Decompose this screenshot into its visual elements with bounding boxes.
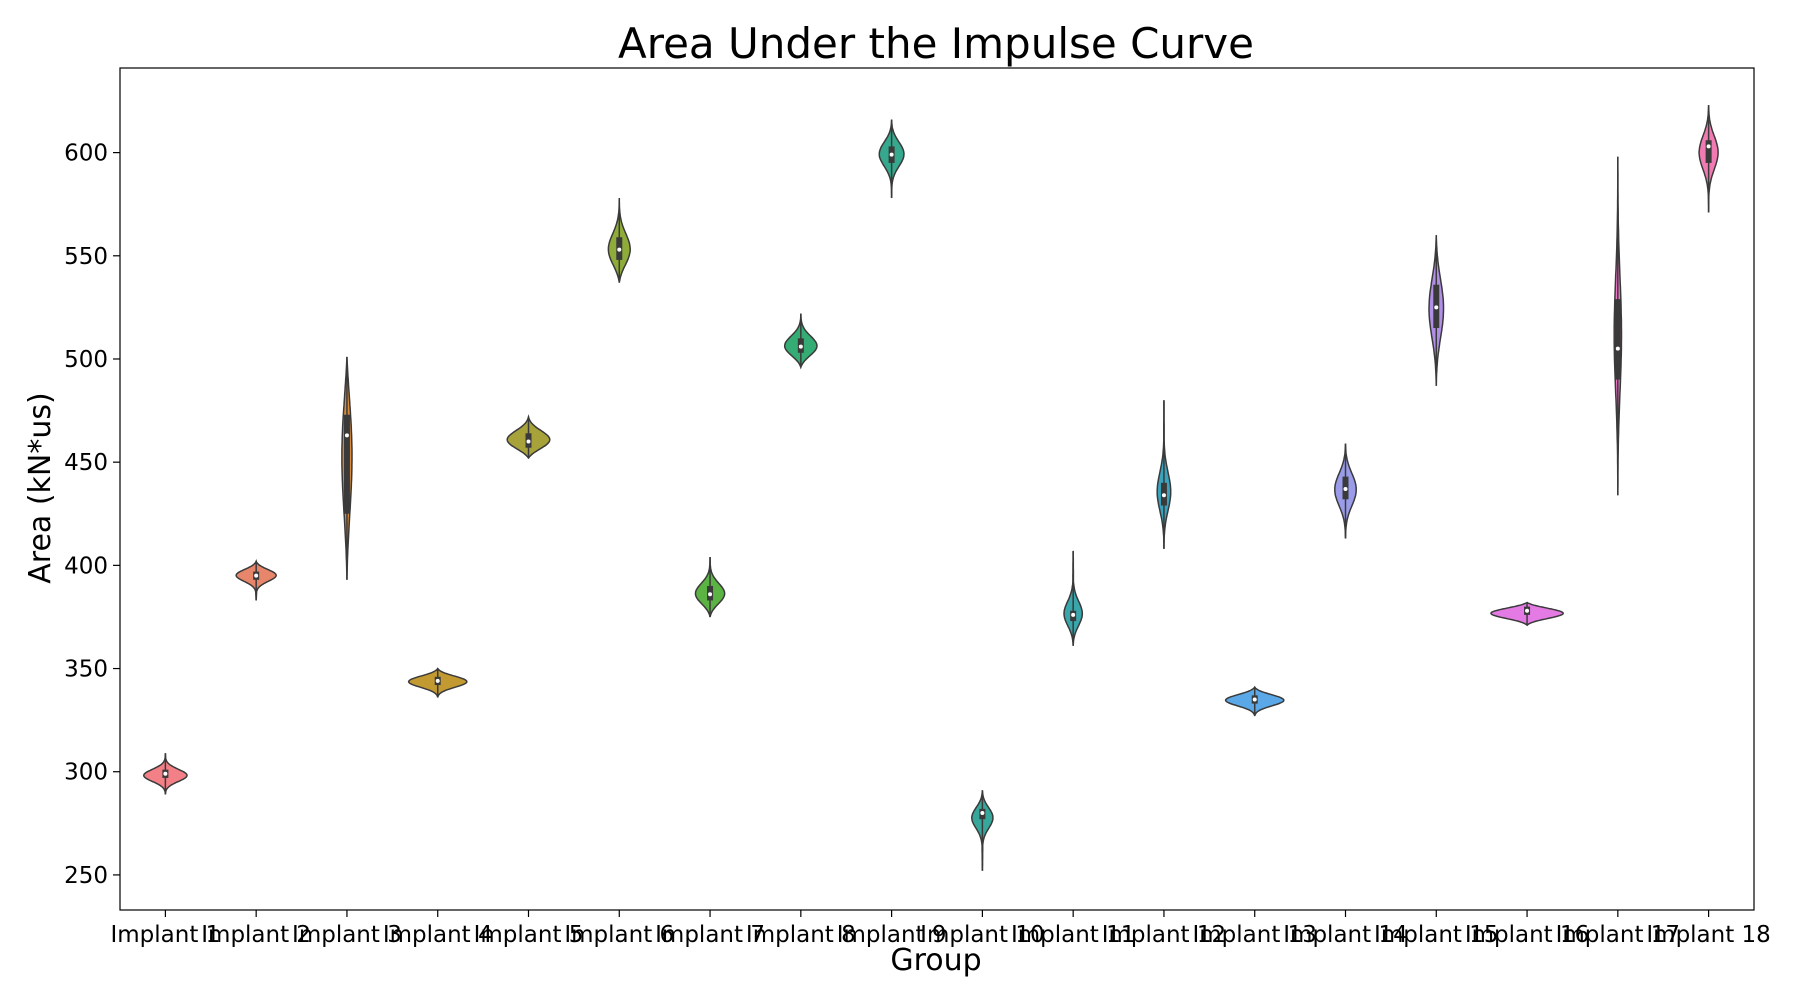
violin-iqr-box xyxy=(1614,299,1621,380)
violin-median-dot xyxy=(708,592,713,597)
y-tick-label: 300 xyxy=(64,760,108,786)
x-tick-label: Implant 3 xyxy=(292,922,402,948)
y-tick-label: 600 xyxy=(64,141,108,167)
violin-median-dot xyxy=(1525,608,1530,613)
x-tick-label: Implant 2 xyxy=(201,922,311,948)
violin-median-dot xyxy=(1161,493,1166,498)
violin-median-dot xyxy=(1615,346,1620,351)
violin-median-dot xyxy=(1071,612,1076,617)
x-tick-label: Implant 4 xyxy=(383,922,493,948)
y-tick-label: 550 xyxy=(64,244,108,270)
x-tick-label: Implant 6 xyxy=(564,922,674,948)
y-tick-label: 250 xyxy=(64,863,108,889)
plot-frame xyxy=(119,67,1755,911)
y-tick-label: 500 xyxy=(64,347,108,373)
y-tick-label: 350 xyxy=(64,657,108,683)
x-tick-label: Implant 17 xyxy=(1556,922,1680,948)
y-axis-label: Area (kN*us) xyxy=(23,392,58,583)
violin-median-dot xyxy=(254,573,259,578)
y-axis: 250 300 350 400 450 500 550 600 xyxy=(64,141,120,889)
x-axis-label: Group xyxy=(890,943,981,978)
violin-median-dot xyxy=(1252,697,1257,702)
x-tick-label: Implant 18 xyxy=(1646,922,1770,948)
x-tick-label: Implant 10 xyxy=(920,922,1044,948)
violin-iqr-box xyxy=(343,414,350,514)
violin-median-dot xyxy=(344,433,349,438)
violin-median-dot xyxy=(617,247,622,252)
x-tick-label: Implant 8 xyxy=(746,922,856,948)
x-tick-label: Implant 16 xyxy=(1465,922,1589,948)
x-tick-label: Implant 12 xyxy=(1102,922,1226,948)
violin-iqr-box xyxy=(1705,140,1712,163)
x-tick-label: Implant 1 xyxy=(110,922,220,948)
chart-title: Area Under the Impulse Curve xyxy=(618,19,1254,68)
violins-layer xyxy=(143,105,1719,871)
violin-median-dot xyxy=(1434,305,1439,310)
x-tick-label: Implant 15 xyxy=(1374,922,1498,948)
violin-median-dot xyxy=(1706,144,1711,149)
x-tick-label: Implant 5 xyxy=(474,922,584,948)
y-tick-label: 400 xyxy=(64,553,108,579)
x-tick-label: Implant 14 xyxy=(1283,922,1407,948)
violin-median-dot xyxy=(1343,487,1348,491)
violin-median-dot xyxy=(526,439,531,444)
violin-median-dot xyxy=(435,678,440,683)
y-tick-label: 450 xyxy=(64,450,108,476)
x-tick-label: Implant 9 xyxy=(837,922,947,948)
x-tick-label: Implant 7 xyxy=(655,922,765,948)
x-tick-label: Implant 13 xyxy=(1192,922,1316,948)
violin-median-dot xyxy=(889,152,894,157)
x-tick-label: Implant 11 xyxy=(1011,922,1135,948)
violin-median-dot xyxy=(798,344,803,349)
violin-median-dot xyxy=(980,811,985,816)
violin-median-dot xyxy=(163,771,168,776)
